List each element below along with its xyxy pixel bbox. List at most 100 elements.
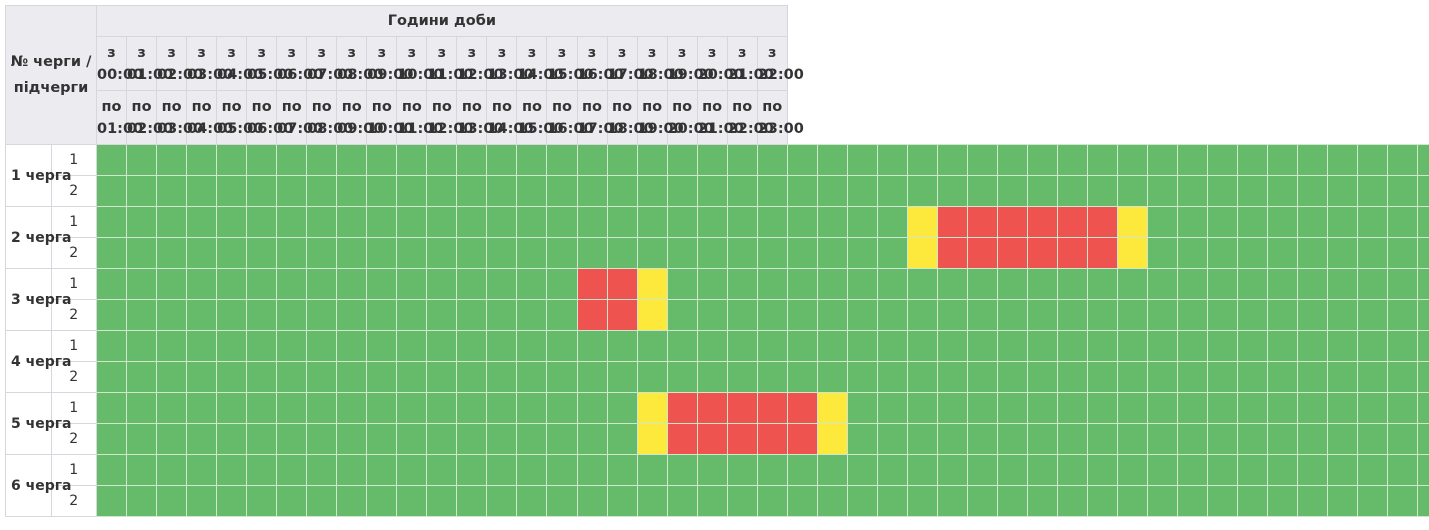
slot-power	[966, 485, 998, 517]
slot-power	[1087, 361, 1119, 393]
slot-power	[396, 392, 428, 424]
hour-from-time: 03:00	[187, 66, 234, 83]
slot-power	[726, 454, 758, 486]
hour-to-time: 17:00	[577, 120, 624, 137]
slot-power	[1237, 206, 1269, 238]
hour-to-prefix: по	[491, 98, 512, 115]
subqueue-number: 2	[50, 299, 97, 331]
slot-power	[876, 361, 908, 393]
slot-power	[246, 206, 278, 238]
hour-to-9: по 10:00	[366, 90, 413, 145]
slot-power	[1417, 175, 1429, 207]
slot-power	[876, 392, 908, 424]
slot-power	[546, 454, 578, 486]
slot-power	[1267, 485, 1299, 517]
slot-outage	[1056, 237, 1089, 269]
slot-power	[1147, 237, 1179, 269]
slot-power	[1056, 175, 1089, 207]
slot-power	[1387, 268, 1419, 300]
hour-from-time: 10:00	[397, 66, 444, 83]
slot-power	[1357, 268, 1389, 300]
slot-power	[486, 144, 518, 176]
hour-from-time: 12:00	[457, 66, 504, 83]
slot-power	[336, 206, 368, 238]
hour-to-16: по 17:00	[576, 90, 624, 145]
slot-power	[636, 206, 668, 238]
hour-to-time: 07:00	[277, 120, 324, 137]
queue-label: 6 черга	[5, 454, 72, 517]
slot-power	[906, 361, 938, 393]
hour-to-prefix: по	[431, 98, 452, 115]
hour-from-time: 04:00	[217, 66, 264, 83]
slot-power	[426, 268, 458, 300]
slot-power	[876, 299, 908, 331]
slot-power	[1297, 299, 1329, 331]
slot-power	[516, 330, 548, 362]
slot-power	[1207, 237, 1239, 269]
subqueue-number: 1	[50, 268, 97, 300]
slot-power	[876, 206, 908, 238]
slot-power	[966, 361, 998, 393]
slot-power	[516, 485, 548, 517]
hour-to-12: по 13:00	[456, 90, 504, 145]
hour-from-prefix: з	[467, 44, 477, 61]
slot-power	[1267, 206, 1299, 238]
slot-power	[726, 361, 758, 393]
slot-power	[1087, 299, 1119, 331]
slot-power	[396, 423, 428, 455]
slot-power	[1056, 268, 1089, 300]
hour-from-time: 21:00	[727, 66, 774, 83]
slot-power	[1417, 454, 1429, 486]
slot-power	[516, 361, 548, 393]
slot-power	[486, 206, 518, 238]
slot-power	[786, 268, 818, 300]
slot-power	[1417, 485, 1429, 517]
subqueue-number: 2	[50, 237, 97, 269]
slot-power	[1056, 361, 1089, 393]
hour-to-18: по 19:00	[636, 90, 684, 145]
slot-power	[426, 144, 458, 176]
slot-power	[576, 454, 608, 486]
slot-power	[1417, 206, 1429, 238]
slot-power	[336, 485, 368, 517]
slot-power	[1327, 299, 1359, 331]
slot-power	[126, 423, 158, 455]
slot-power	[126, 144, 158, 176]
schedule-body: 1 черга 1 2 2 черга 1 2 3 черга 1 2 4 черга 1 2 5 че…	[5, 144, 1429, 517]
hour-from-prefix: з	[527, 44, 537, 61]
slot-power	[306, 423, 338, 455]
slot-power	[1207, 423, 1239, 455]
hour-to-time: 12:00	[427, 120, 474, 137]
slot-power	[336, 361, 368, 393]
subqueue-number: 1	[50, 330, 97, 362]
queue-row: 2	[6, 299, 1429, 331]
slot-power	[186, 144, 218, 176]
slot-power	[1177, 268, 1209, 300]
slot-power	[906, 330, 938, 362]
slot-power	[1297, 330, 1329, 362]
slot-power	[1056, 392, 1089, 424]
hour-from-4: з 04:00	[216, 36, 264, 91]
slot-power	[396, 454, 428, 486]
slot-power	[486, 392, 518, 424]
slot-outage	[726, 392, 758, 424]
queue-label: 2 черга	[5, 206, 72, 269]
slot-power	[216, 485, 248, 517]
slot-possible	[906, 206, 938, 238]
slot-power	[906, 268, 938, 300]
slot-power	[606, 237, 638, 269]
slot-power	[276, 330, 308, 362]
slot-power	[966, 392, 998, 424]
slot-power	[936, 392, 968, 424]
slot-power	[156, 485, 188, 517]
subqueue-number: 1	[50, 206, 97, 238]
slot-power	[1147, 299, 1179, 331]
slot-power	[486, 454, 518, 486]
slot-power	[1026, 485, 1059, 517]
slot-outage	[996, 237, 1028, 269]
slot-power	[546, 361, 578, 393]
slot-power	[1297, 454, 1329, 486]
slot-power	[906, 485, 938, 517]
slot-possible	[816, 392, 848, 424]
slot-power	[1117, 361, 1149, 393]
